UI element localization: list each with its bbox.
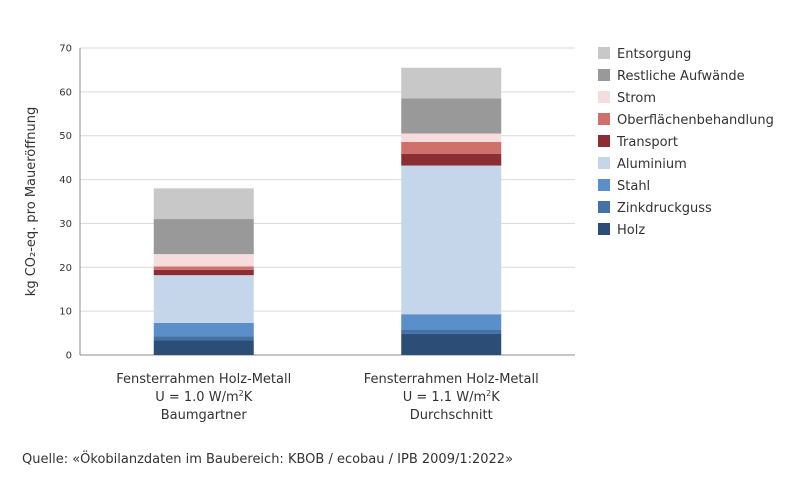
legend-label: Oberflächenbehandlung (617, 113, 774, 128)
y-tick-label: 60 (59, 87, 72, 98)
y-tick-label: 30 (59, 219, 72, 230)
legend-label: Stahl (617, 179, 650, 194)
bar-segment-stahl (401, 314, 502, 331)
bar-segment-transport (153, 269, 254, 276)
bar-segment-transport (401, 153, 502, 166)
y-tick-label: 70 (59, 44, 72, 55)
category-label-line3: Baumgartner (161, 408, 248, 423)
y-tick-label: 50 (59, 131, 72, 142)
bar-segment-entsorgung (153, 188, 254, 220)
source-note: Quelle: «Ökobilanzdaten im Baubereich: K… (22, 452, 514, 467)
legend-label: Transport (616, 135, 678, 150)
legend-swatch (598, 91, 610, 103)
category-label-line2: U = 1.1 W/m2K (403, 389, 500, 405)
bar-segment-aluminium (153, 275, 254, 323)
bar-segment-zinkdruckguss (153, 336, 254, 341)
bar-segment-strom (401, 133, 502, 142)
y-tick-label: 40 (59, 175, 72, 186)
legend-swatch (598, 113, 610, 125)
legend-swatch (598, 223, 610, 235)
category-label-line2: U = 1.0 W/m2K (155, 389, 252, 405)
bar-segment-strom (153, 254, 254, 267)
bar-segment-aluminium (401, 165, 502, 315)
category-label-line1: Fensterrahmen Holz-Metall (364, 372, 539, 387)
stacked-bar-chart: 0 10 20 30 40 50 60 70 kg CO₂-eq. pro Maueröffnu… (24, 44, 774, 424)
legend-label: Holz (617, 223, 645, 238)
category-label-line1: Fensterrahmen Holz-Metall (116, 372, 291, 387)
bar-segment-oberflächenbehandlung (401, 141, 502, 154)
bar-segment-holz (401, 333, 502, 355)
legend-swatch (598, 201, 610, 213)
legend-swatch (598, 157, 610, 169)
y-tick-label: 10 (59, 307, 72, 318)
y-axis-label: kg CO₂-eq. pro Maueröffnung (24, 107, 39, 296)
bar-segment-holz (153, 340, 254, 355)
legend-label: Zinkdruckguss (617, 201, 712, 216)
bar-segment-stahl (153, 322, 254, 337)
y-tick-label: 20 (59, 263, 72, 274)
legend-label: Strom (617, 91, 656, 106)
bar-segment-restliche-aufwände (153, 219, 254, 255)
category-label-line3: Durchschnitt (410, 408, 493, 423)
bar-segment-oberflächenbehandlung (153, 266, 254, 270)
legend-swatch (598, 179, 610, 191)
legend-swatch (598, 69, 610, 81)
y-tick-label: 0 (66, 351, 72, 362)
legend-label: Restliche Aufwände (617, 69, 745, 84)
legend-swatch (598, 135, 610, 147)
legend-label: Aluminium (617, 157, 687, 172)
bar-segment-restliche-aufwände (401, 98, 502, 134)
bar-segment-zinkdruckguss (401, 330, 502, 334)
bar-segment-entsorgung (401, 67, 502, 99)
legend-swatch (598, 47, 610, 59)
legend-label: Entsorgung (617, 47, 691, 62)
